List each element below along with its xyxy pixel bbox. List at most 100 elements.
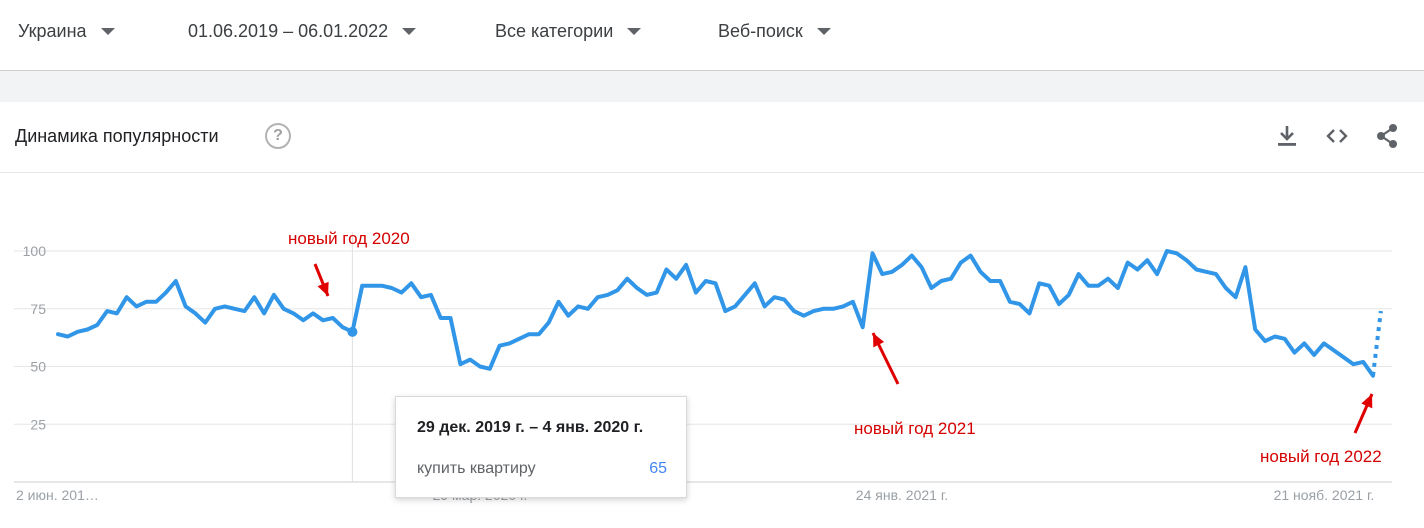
date-range-filter-label: 01.06.2019 – 06.01.2022 bbox=[188, 20, 389, 41]
category-filter-label: Все категории bbox=[495, 20, 614, 41]
search-type-filter-label: Веб-поиск bbox=[718, 20, 803, 41]
data-point bbox=[792, 309, 796, 313]
data-point bbox=[871, 251, 875, 255]
trend-chart[interactable]: 25 50 75 100 2 июн. 201…29 мар. 2020 г.24 я… bbox=[0, 172, 1424, 528]
data-point bbox=[144, 300, 148, 304]
data-point bbox=[458, 362, 462, 366]
data-point bbox=[517, 337, 521, 341]
series-line[interactable] bbox=[56, 249, 1375, 378]
annotation-new-year-2021: новый год 2021 bbox=[854, 419, 976, 438]
data-point bbox=[704, 279, 708, 283]
data-point bbox=[321, 318, 325, 322]
x-axis-ticks: 2 июн. 201…29 мар. 2020 г.24 янв. 2021 г… bbox=[16, 487, 1374, 503]
data-point bbox=[547, 321, 551, 325]
data-point bbox=[429, 293, 433, 297]
data-point bbox=[449, 316, 453, 320]
chart-tooltip: 29 дек. 2019 г. – 4 янв. 2020 г. купить … bbox=[395, 396, 687, 498]
data-point bbox=[311, 311, 315, 315]
search-type-filter[interactable]: Веб-поиск bbox=[718, 18, 831, 44]
category-filter[interactable]: Все категории bbox=[495, 18, 642, 44]
annotation-arrow-head bbox=[1361, 394, 1373, 409]
data-point bbox=[1361, 360, 1365, 364]
data-point bbox=[1126, 261, 1130, 265]
chevron-down-icon bbox=[100, 27, 115, 35]
data-point bbox=[184, 304, 188, 308]
data-point bbox=[527, 332, 531, 336]
share-icon[interactable] bbox=[1373, 122, 1401, 150]
data-point bbox=[1263, 339, 1267, 343]
chevron-down-icon bbox=[816, 27, 831, 35]
data-point bbox=[1312, 353, 1316, 357]
data-point bbox=[1116, 286, 1120, 290]
y-tick-label: 50 bbox=[30, 359, 46, 375]
data-point bbox=[890, 270, 894, 274]
data-point bbox=[1342, 355, 1346, 359]
data-point bbox=[625, 277, 629, 281]
data-point bbox=[1037, 281, 1041, 285]
data-point bbox=[1155, 272, 1159, 276]
download-icon[interactable] bbox=[1273, 122, 1301, 150]
data-point bbox=[85, 328, 89, 332]
data-point bbox=[331, 316, 335, 320]
data-point bbox=[193, 311, 197, 315]
data-point bbox=[851, 300, 855, 304]
data-point bbox=[1253, 328, 1257, 332]
data-point bbox=[743, 293, 747, 297]
filter-bar: Украина 01.06.2019 – 06.01.2022 Все кате… bbox=[0, 0, 1424, 71]
date-range-filter[interactable]: 01.06.2019 – 06.01.2022 bbox=[188, 18, 417, 44]
data-point bbox=[606, 293, 610, 297]
data-point bbox=[733, 304, 737, 308]
data-point bbox=[242, 309, 246, 313]
annotation-new-year-2022: новый год 2022 bbox=[1260, 447, 1382, 466]
region-filter[interactable]: Украина bbox=[18, 18, 115, 44]
data-point bbox=[1086, 284, 1090, 288]
data-point bbox=[1018, 302, 1022, 306]
data-point bbox=[1371, 374, 1375, 378]
data-point bbox=[390, 286, 394, 290]
data-point bbox=[56, 332, 60, 336]
data-point bbox=[802, 314, 806, 318]
x-tick-label: 2 июн. 201… bbox=[16, 487, 99, 503]
help-icon[interactable]: ? bbox=[265, 123, 291, 149]
data-point bbox=[478, 365, 482, 369]
y-tick-label: 100 bbox=[23, 243, 47, 259]
data-point bbox=[1351, 362, 1355, 366]
card-title: Динамика популярности bbox=[15, 126, 219, 146]
data-point bbox=[360, 284, 364, 288]
y-axis-ticks: 25 50 75 100 bbox=[23, 243, 47, 432]
data-point bbox=[1185, 258, 1189, 262]
data-point bbox=[380, 284, 384, 288]
data-point bbox=[399, 291, 403, 295]
data-point bbox=[831, 307, 835, 311]
data-point bbox=[1302, 341, 1306, 345]
data-point bbox=[1283, 337, 1287, 341]
data-point bbox=[753, 281, 757, 285]
y-tick-label: 25 bbox=[30, 416, 46, 432]
data-point bbox=[812, 309, 816, 313]
data-point bbox=[1234, 295, 1238, 299]
data-point bbox=[1292, 351, 1296, 355]
data-point bbox=[635, 286, 639, 290]
data-point bbox=[1175, 251, 1179, 255]
data-point bbox=[910, 254, 914, 258]
data-point bbox=[409, 281, 413, 285]
data-point bbox=[105, 309, 109, 313]
data-point bbox=[861, 325, 865, 329]
data-point bbox=[488, 367, 492, 371]
data-point bbox=[723, 309, 727, 313]
data-point bbox=[556, 300, 560, 304]
data-point bbox=[135, 304, 139, 308]
data-point bbox=[262, 311, 266, 315]
data-point bbox=[370, 284, 374, 288]
data-point bbox=[763, 304, 767, 308]
y-tick-label: 75 bbox=[30, 301, 46, 317]
card-header: Динамика популярности ? bbox=[0, 102, 1424, 173]
data-point bbox=[782, 298, 786, 302]
embed-icon[interactable] bbox=[1323, 122, 1351, 150]
data-point bbox=[341, 325, 345, 329]
highlight-point bbox=[347, 326, 358, 337]
data-point bbox=[772, 295, 776, 299]
data-point bbox=[272, 293, 276, 297]
data-point bbox=[95, 323, 99, 327]
data-point bbox=[419, 295, 423, 299]
